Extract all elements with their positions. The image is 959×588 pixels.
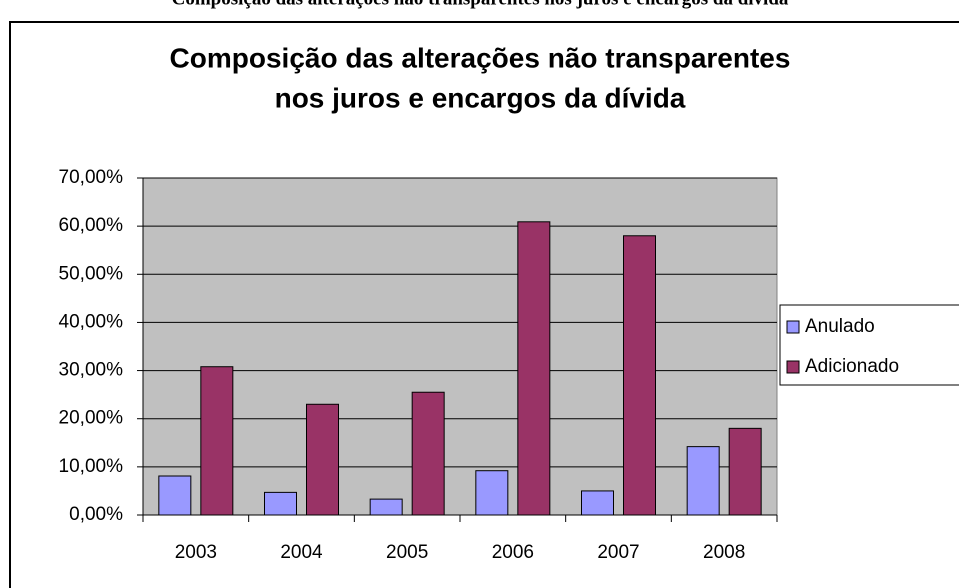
chart-title: Composição das alterações não transparen… [170,42,791,73]
y-tick-label: 60,00% [59,215,124,236]
x-tick-label: 2006 [492,542,534,563]
y-tick-label: 20,00% [59,408,124,429]
bar [306,403,339,516]
caption: Composição das alterações não transparen… [172,0,789,9]
bar [200,366,234,516]
bar [369,498,403,516]
x-tick-label: 2003 [175,542,217,563]
bar [686,446,720,516]
bar [517,221,551,516]
legend-label: Anulado [805,316,875,337]
plot-area [142,177,778,516]
y-tick-label: 0,00% [69,504,123,525]
y-tick-label: 30,00% [59,360,124,381]
x-tick-label: 2008 [703,542,745,563]
bar [411,391,445,516]
x-tick-label: 2007 [597,542,639,563]
x-tick-label: 2005 [386,542,428,563]
bar [158,475,192,516]
legend-label: Adicionado [805,356,899,377]
x-tick-label: 2004 [280,542,323,563]
bar [475,470,509,516]
bar [623,235,656,516]
bar [728,427,762,516]
legend-swatch [786,320,800,334]
legend-swatch [786,360,800,374]
bar [581,490,614,516]
y-tick-label: 70,00% [59,167,124,188]
bar [264,491,297,516]
y-tick-label: 50,00% [59,263,124,284]
y-tick-label: 40,00% [59,311,124,332]
chart-title: nos juros e encargos da dívida [275,82,686,113]
legend [779,304,959,386]
y-tick-label: 10,00% [59,456,124,477]
